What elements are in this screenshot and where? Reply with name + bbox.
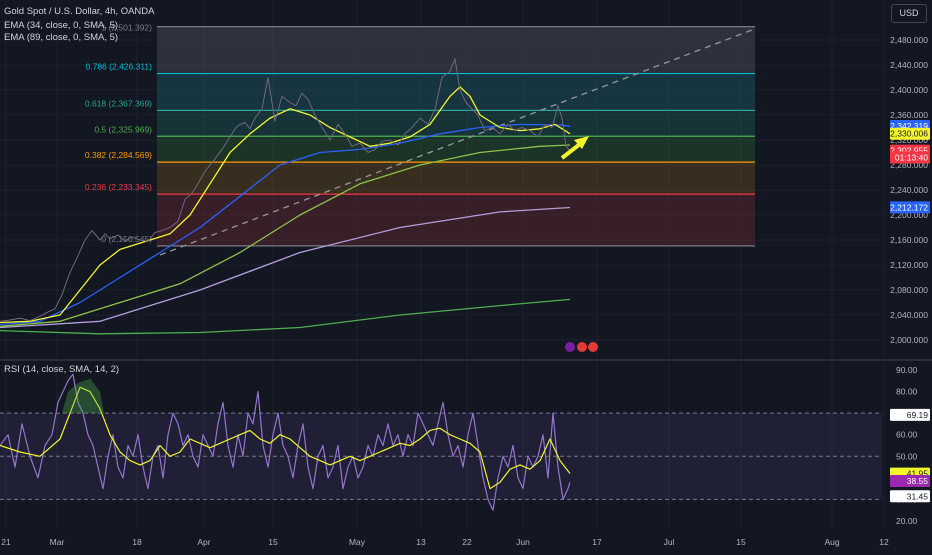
price-tick: 2,080.000 xyxy=(890,285,928,295)
time-tick: Mar xyxy=(50,537,65,547)
rsi-tick: 60.00 xyxy=(896,430,918,440)
fib-zone xyxy=(157,110,755,136)
rsi-overbought-fill xyxy=(62,379,104,414)
price-tick: 2,440.000 xyxy=(890,60,928,70)
time-tick: Jul xyxy=(664,537,675,547)
price-tick: 2,360.000 xyxy=(890,110,928,120)
time-tick: Aug xyxy=(824,537,839,547)
fibonacci-retracement[interactable]: 1 (2,501.392)0.786 (2,426.311)0.618 (2,3… xyxy=(85,23,755,246)
fib-zone xyxy=(157,162,755,194)
rsi-tick: 50.00 xyxy=(896,451,918,461)
fib-label: 0.618 (2,367.369) xyxy=(85,98,152,108)
event-markers[interactable] xyxy=(565,342,598,352)
price-tick: 2,120.000 xyxy=(890,260,928,270)
price-badge-text: 31.45 xyxy=(907,491,929,501)
price-tick: 2,400.000 xyxy=(890,85,928,95)
time-tick: 17 xyxy=(592,537,602,547)
ema-34-legend[interactable]: EMA (34, close, 0, SMA, 5) xyxy=(4,20,118,31)
time-tick: 15 xyxy=(268,537,278,547)
price-badge-text: 2,330.006 xyxy=(890,129,928,139)
rsi-panel[interactable] xyxy=(0,374,882,510)
time-tick: 18 xyxy=(132,537,142,547)
time-tick: Apr xyxy=(197,537,210,547)
price-tick: 2,480.000 xyxy=(890,35,928,45)
time-tick: 12 xyxy=(879,537,889,547)
fib-label: 0.382 (2,284.569) xyxy=(85,150,152,160)
price-badge-text: 38.55 xyxy=(907,476,929,486)
us-flag-event-icon-2[interactable] xyxy=(588,342,598,352)
fib-label: 0 (2,150.545) xyxy=(101,234,152,244)
fib-zone xyxy=(157,194,755,246)
price-badge-text: 69.19 xyxy=(907,410,929,420)
price-tick: 2,240.000 xyxy=(890,185,928,195)
series-line xyxy=(0,299,570,333)
fib-zone xyxy=(157,136,755,162)
time-tick: Jun xyxy=(516,537,530,547)
flash-event-icon[interactable] xyxy=(565,342,575,352)
fib-zone xyxy=(157,74,755,111)
rsi-tick: 20.00 xyxy=(896,516,918,526)
time-axis[interactable]: 21 Mar 18 Apr 15 May 13 22 Jun 17 Jul 15 Aug 12 xyxy=(1,537,889,547)
time-tick: 13 xyxy=(416,537,426,547)
price-badge-text: 2,212.172 xyxy=(890,202,928,212)
rsi-legend[interactable]: RSI (14, close, SMA, 14, 2) xyxy=(4,364,119,375)
rsi-tick: 80.00 xyxy=(896,387,918,397)
ema-89-legend[interactable]: EMA (89, close, 0, SMA, 5) xyxy=(4,32,118,43)
price-badge-text: 01:13:40 xyxy=(895,153,928,163)
rsi-tick: 90.00 xyxy=(896,365,918,375)
time-tick: May xyxy=(349,537,366,547)
price-tick: 2,160.000 xyxy=(890,235,928,245)
time-tick: 15 xyxy=(736,537,746,547)
time-tick: 22 xyxy=(462,537,472,547)
price-tick: 2,040.000 xyxy=(890,310,928,320)
price-axis[interactable]: 2,480.0002,440.0002,400.0002,360.0002,32… xyxy=(890,35,928,345)
fib-label: 0.236 (2,233.345) xyxy=(85,182,152,192)
fib-label: 0.5 (2,325.969) xyxy=(94,124,152,134)
symbol-title[interactable]: Gold Spot / U.S. Dollar, 4h, OANDA xyxy=(4,6,154,17)
us-flag-event-icon[interactable] xyxy=(577,342,587,352)
currency-button[interactable]: USD xyxy=(891,4,927,23)
time-tick: 21 xyxy=(1,537,11,547)
fib-label: 0.786 (2,426.311) xyxy=(86,62,153,72)
price-tick: 2,000.000 xyxy=(890,335,928,345)
